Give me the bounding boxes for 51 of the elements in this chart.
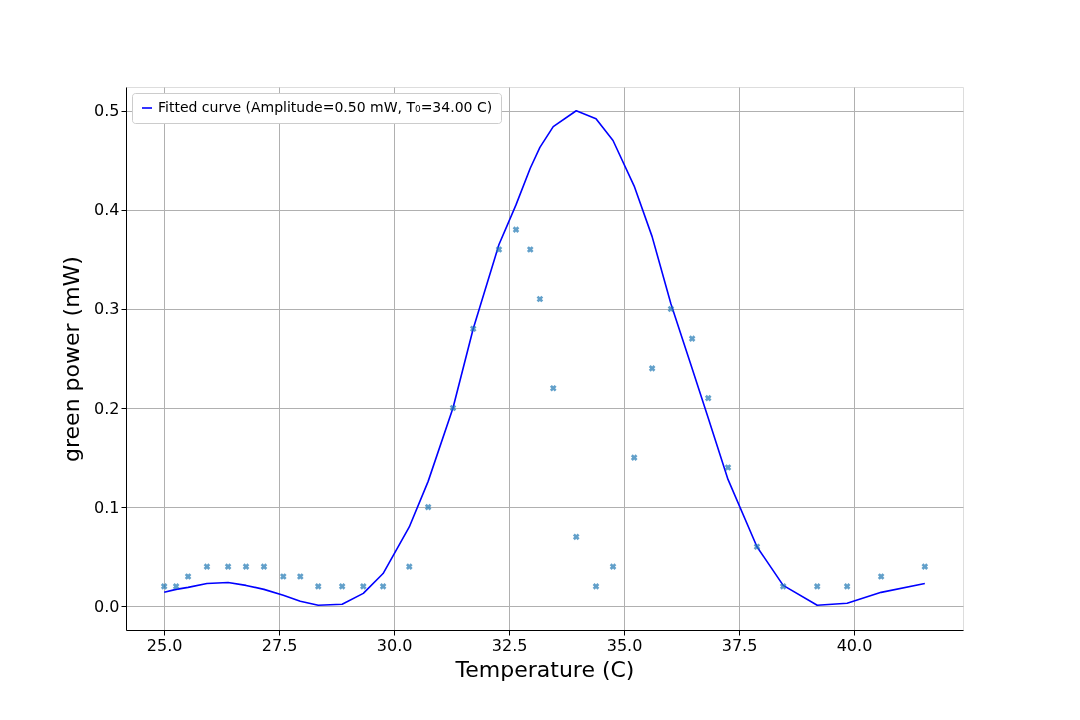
point [526, 246, 534, 253]
point [753, 543, 761, 551]
point [813, 583, 821, 590]
point [242, 563, 250, 570]
point [469, 325, 477, 333]
point [724, 464, 732, 471]
y-axis-title: green power (mW) [59, 256, 85, 462]
point [549, 384, 557, 392]
point [314, 583, 322, 590]
point [512, 226, 520, 234]
point [536, 295, 544, 303]
point [184, 573, 192, 580]
point [630, 454, 638, 461]
point [877, 573, 885, 580]
y-tick-label: 0.5 [94, 101, 120, 121]
x-tick-label: 30.0 [376, 635, 413, 655]
point [379, 583, 387, 590]
x-tick-label: 37.5 [721, 635, 758, 655]
y-tick-label: 0.3 [94, 299, 120, 319]
point [160, 583, 168, 590]
x-tick-label: 25.0 [146, 635, 183, 655]
point [203, 563, 211, 570]
x-tick-label: 40.0 [836, 635, 873, 655]
point [424, 503, 432, 511]
x-axis-title: Temperature (C) [454, 656, 635, 682]
point [224, 563, 232, 570]
point [296, 573, 304, 580]
point [609, 563, 617, 570]
point [359, 583, 367, 590]
x-tick-label: 35.0 [606, 635, 643, 655]
point [921, 563, 929, 570]
point [688, 335, 696, 342]
x-tick-label: 27.5 [261, 635, 298, 655]
y-tick-label: 0.2 [94, 398, 120, 418]
y-tick-label: 0.4 [94, 200, 120, 220]
point [779, 583, 787, 590]
point [592, 583, 600, 590]
point [338, 583, 346, 590]
point [405, 563, 413, 570]
y-tick-label: 0.0 [94, 596, 120, 616]
point [172, 583, 180, 590]
point [843, 583, 851, 590]
point [495, 246, 503, 253]
legend-label: Fitted curve (Amplitude=0.50 mW, T₀=34.00 C) [158, 99, 493, 115]
point [572, 533, 580, 541]
x-tick-label: 32.5 [491, 635, 528, 655]
point [704, 394, 712, 402]
point [648, 365, 656, 372]
point [260, 563, 268, 570]
y-tick-label: 0.1 [94, 497, 120, 517]
point [279, 573, 287, 580]
